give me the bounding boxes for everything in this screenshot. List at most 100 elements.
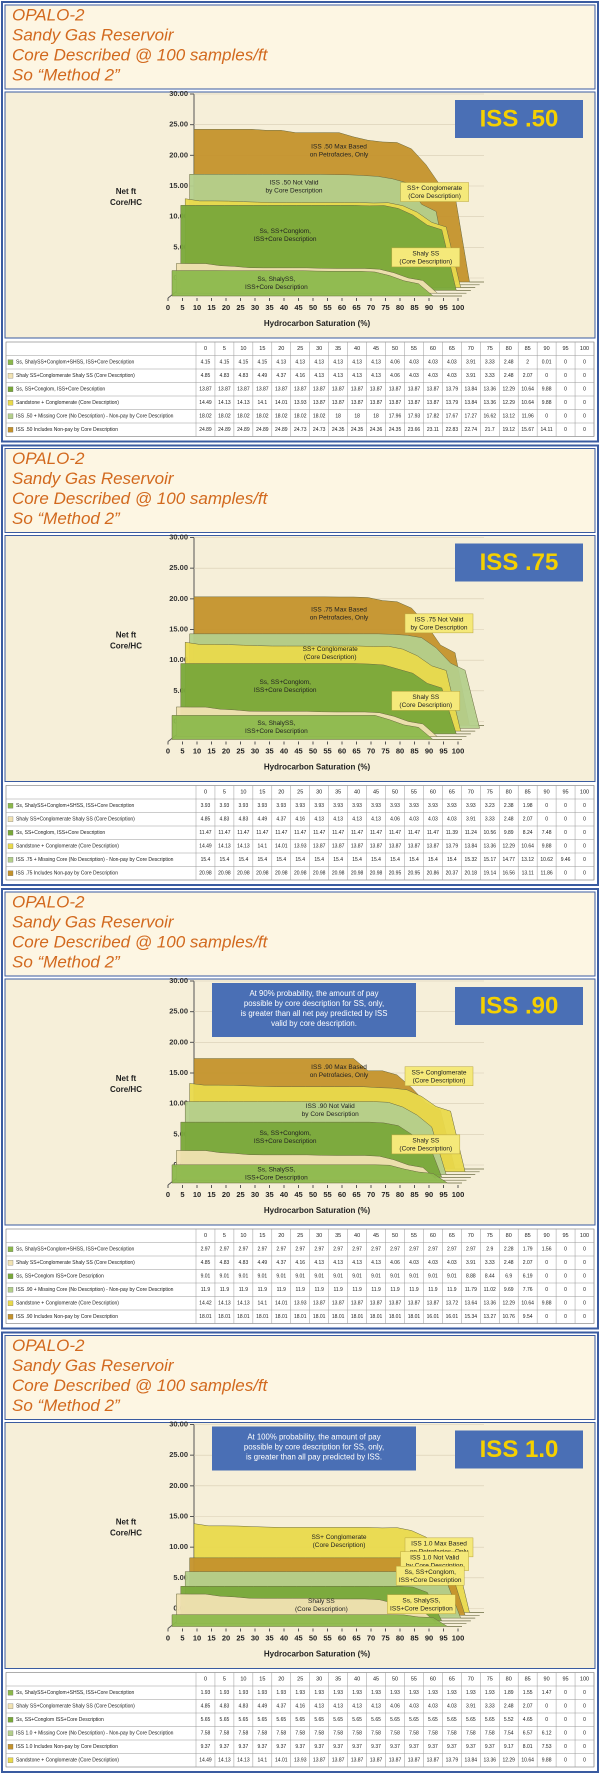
table-cell: 4.83 bbox=[239, 817, 249, 823]
table-cell: 2.48 bbox=[504, 360, 514, 366]
table-cell: 0 bbox=[545, 1704, 548, 1710]
table-cell: 4.83 bbox=[239, 1704, 249, 1710]
table-cell: 18.02 bbox=[237, 414, 250, 420]
table-cell: 2.97 bbox=[201, 1247, 211, 1253]
x-tick-label: 30 bbox=[251, 1190, 259, 1199]
table-header: 55 bbox=[411, 1677, 417, 1683]
y-axis-title: Core/HC bbox=[110, 1529, 142, 1538]
table-cell: 9.01 bbox=[220, 1274, 230, 1280]
callout: Shaly SS bbox=[412, 1138, 439, 1145]
table-header: 80 bbox=[506, 1233, 512, 1239]
badge: ISS .90 bbox=[480, 992, 559, 1019]
table-cell: 15.4 bbox=[314, 857, 324, 863]
header-line: Core Described @ 100 samples/ft bbox=[12, 489, 269, 508]
table-cell: 1.98 bbox=[523, 803, 533, 809]
table-cell: 9.37 bbox=[295, 1744, 305, 1750]
table-cell: 4.83 bbox=[220, 1704, 230, 1710]
table-cell: 18 bbox=[373, 414, 379, 420]
x-tick-label: 100 bbox=[452, 1633, 465, 1642]
table-cell: 0 bbox=[545, 414, 548, 420]
callout-box bbox=[395, 1565, 465, 1586]
table-cell: 11.02 bbox=[484, 1287, 496, 1293]
legend-label: Sandstone + Conglomerate (Core Descripti… bbox=[16, 1301, 119, 1307]
note-line: possible by core description for SS, onl… bbox=[244, 999, 384, 1008]
table-cell: 7.58 bbox=[239, 1731, 249, 1737]
table-cell: 13.87 bbox=[256, 387, 269, 393]
table-cell: 14.13 bbox=[237, 844, 250, 850]
x-tick-label: 35 bbox=[265, 1190, 273, 1199]
table-cell: 9.01 bbox=[295, 1274, 305, 1280]
table-cell: 11.9 bbox=[258, 1287, 268, 1293]
callout: (Core Description) bbox=[313, 1542, 366, 1549]
header-line: OPALO-2 bbox=[12, 5, 85, 24]
table-header: 40 bbox=[354, 790, 360, 796]
table-cell: 13.84 bbox=[465, 400, 478, 406]
table-cell: 6.9 bbox=[505, 1274, 512, 1280]
legend-label: Sandstone + Conglomerate (Core Descripti… bbox=[16, 400, 119, 406]
table-header: 25 bbox=[297, 346, 303, 352]
table-cell: 13.36 bbox=[484, 387, 497, 393]
y-axis-title: Core/HC bbox=[110, 198, 142, 207]
table-cell: 0 bbox=[564, 1287, 567, 1293]
header-line: OPALO-2 bbox=[12, 892, 85, 911]
table-header: 5 bbox=[223, 1233, 226, 1239]
table-cell: 17.82 bbox=[427, 414, 440, 420]
table-cell: 13.87 bbox=[275, 387, 288, 393]
table-cell: 0 bbox=[564, 1690, 567, 1696]
badge-box bbox=[455, 543, 583, 582]
table-cell: 14.1 bbox=[257, 1758, 267, 1764]
table-cell: 13.87 bbox=[408, 387, 421, 393]
table-cell: 18.01 bbox=[218, 1314, 231, 1320]
table-cell: 11.9 bbox=[315, 1287, 325, 1293]
table-cell: 5.65 bbox=[352, 1717, 362, 1723]
x-tick-label: 45 bbox=[294, 746, 302, 755]
table-header: 0 bbox=[204, 346, 207, 352]
table-cell: 4.06 bbox=[390, 1260, 400, 1266]
table-header: 75 bbox=[487, 790, 493, 796]
legend-label: Shaly SS+Conglomerate Shaly SS (Core Des… bbox=[16, 1260, 135, 1266]
table-cell: 2.97 bbox=[220, 1247, 230, 1253]
table-cell: 0 bbox=[564, 1314, 567, 1320]
table-cell: 0 bbox=[564, 1758, 567, 1764]
table-cell: 0 bbox=[583, 803, 586, 809]
callout-box bbox=[404, 1066, 474, 1086]
table-cell: 0 bbox=[583, 414, 586, 420]
x-tick-label: 80 bbox=[396, 303, 404, 312]
table-cell: 13.87 bbox=[218, 387, 231, 393]
callout: Ss, ShalySS, bbox=[257, 1167, 295, 1174]
table-cell: 4.15 bbox=[220, 360, 230, 366]
table-cell: 4.03 bbox=[447, 1260, 457, 1266]
table-cell: 0 bbox=[564, 844, 567, 850]
x-tick-label: 45 bbox=[294, 303, 302, 312]
table-cell: 3.91 bbox=[466, 1260, 476, 1266]
table-cell: 14.1 bbox=[257, 1301, 267, 1307]
table-cell: 8.44 bbox=[485, 1274, 495, 1280]
table-cell: 13.87 bbox=[408, 1301, 421, 1307]
table-cell: 2.97 bbox=[276, 1247, 286, 1253]
table-header: 35 bbox=[335, 346, 341, 352]
table-cell: 0 bbox=[545, 817, 548, 823]
table-cell: 1.56 bbox=[542, 1247, 552, 1253]
table-cell: 1.93 bbox=[276, 1690, 286, 1696]
table-cell: 13.93 bbox=[294, 1301, 307, 1307]
x-tick-label: 100 bbox=[452, 1190, 465, 1199]
table-header: 40 bbox=[354, 1233, 360, 1239]
x-tick-label: 45 bbox=[294, 1633, 302, 1642]
legend-swatch bbox=[7, 857, 14, 863]
table-cell: 20.98 bbox=[294, 871, 307, 877]
x-tick-label: 60 bbox=[338, 303, 346, 312]
table-header: 0 bbox=[204, 1233, 207, 1239]
table-cell: 14.13 bbox=[218, 1301, 231, 1307]
table-header: 15 bbox=[259, 790, 265, 796]
table-cell: 13.87 bbox=[332, 1301, 345, 1307]
table-cell: 24.73 bbox=[313, 427, 326, 433]
x-tick-label: 0 bbox=[166, 1633, 170, 1642]
header-line: Sandy Gas Reservoir bbox=[12, 25, 175, 44]
legend-swatch bbox=[7, 830, 14, 836]
table bbox=[5, 341, 595, 437]
callout: ISS+Core Description bbox=[399, 1577, 462, 1584]
callout: ISS+Core Description bbox=[254, 687, 317, 694]
table-cell: 0 bbox=[545, 803, 548, 809]
table-cell: 4.03 bbox=[447, 1704, 457, 1710]
